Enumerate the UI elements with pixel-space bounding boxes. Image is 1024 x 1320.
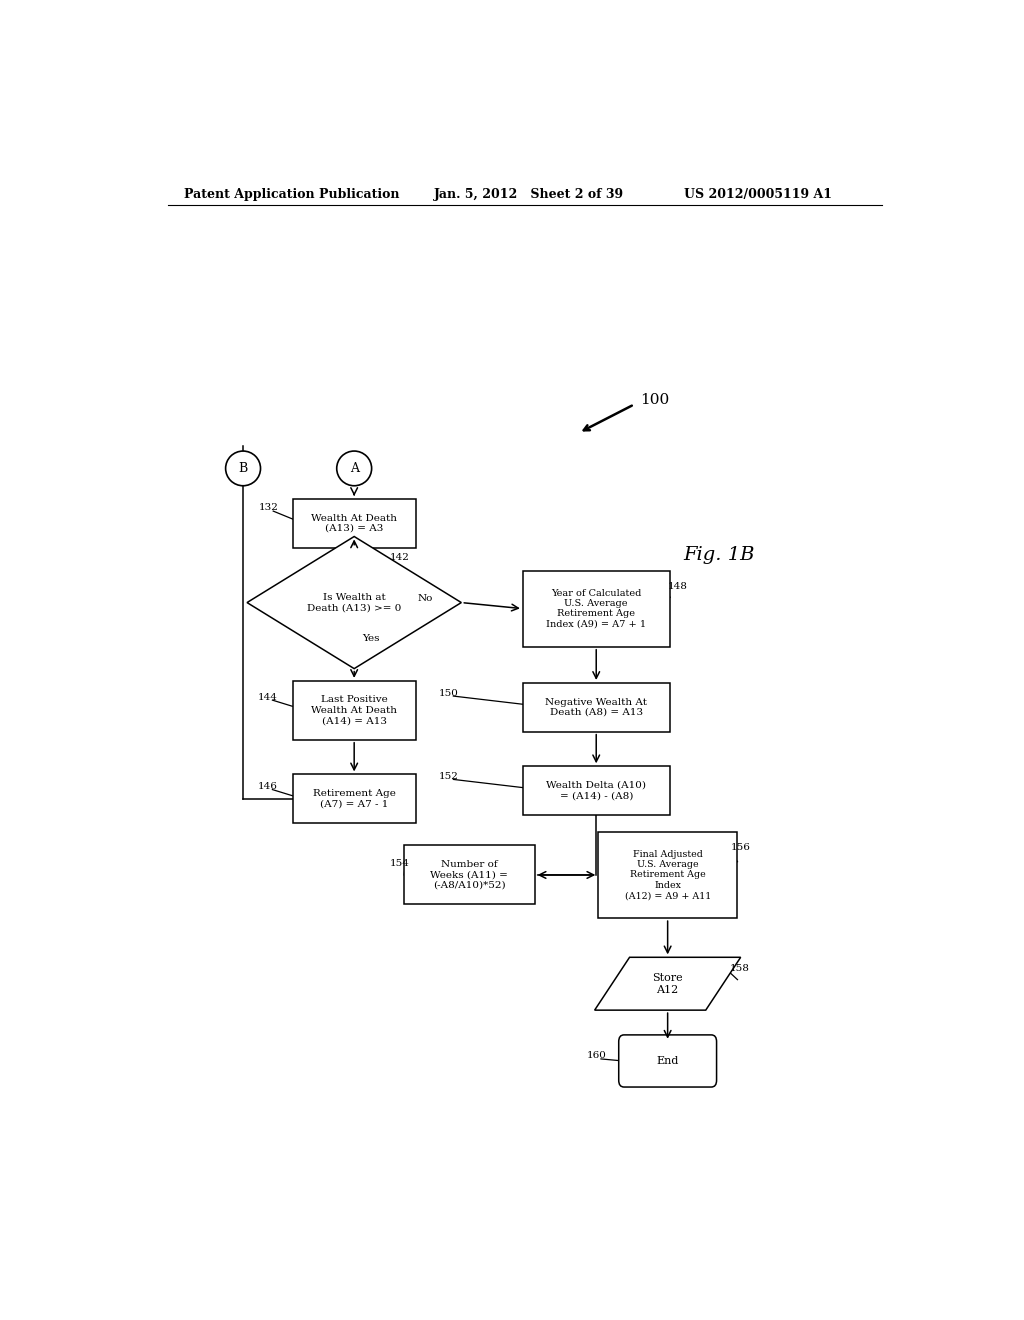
Text: US 2012/0005119 A1: US 2012/0005119 A1 xyxy=(684,189,831,202)
FancyBboxPatch shape xyxy=(523,682,670,731)
Text: Number of
Weeks (A11) =
(-A8/A10)*52): Number of Weeks (A11) = (-A8/A10)*52) xyxy=(430,861,508,890)
Text: Is Wealth at
Death (A13) >= 0: Is Wealth at Death (A13) >= 0 xyxy=(307,593,401,612)
Text: Wealth At Death
(A13) = A3: Wealth At Death (A13) = A3 xyxy=(311,513,397,533)
Text: 144: 144 xyxy=(257,693,278,702)
Text: 146: 146 xyxy=(257,781,278,791)
Polygon shape xyxy=(595,957,740,1010)
FancyBboxPatch shape xyxy=(523,570,670,647)
FancyBboxPatch shape xyxy=(293,681,416,739)
Text: Jan. 5, 2012   Sheet 2 of 39: Jan. 5, 2012 Sheet 2 of 39 xyxy=(433,189,624,202)
Text: 100: 100 xyxy=(640,393,669,408)
Polygon shape xyxy=(247,536,461,669)
FancyBboxPatch shape xyxy=(523,766,670,814)
Ellipse shape xyxy=(337,451,372,486)
Text: A: A xyxy=(349,462,358,475)
Text: B: B xyxy=(239,462,248,475)
Text: 158: 158 xyxy=(729,964,750,973)
Text: End: End xyxy=(656,1056,679,1067)
Text: Year of Calculated
U.S. Average
Retirement Age
Index (A9) = A7 + 1: Year of Calculated U.S. Average Retireme… xyxy=(546,589,646,628)
FancyBboxPatch shape xyxy=(403,846,535,904)
Text: 160: 160 xyxy=(587,1052,606,1060)
Text: Negative Wealth At
Death (A8) = A13: Negative Wealth At Death (A8) = A13 xyxy=(545,697,647,717)
FancyBboxPatch shape xyxy=(293,775,416,824)
Text: 132: 132 xyxy=(259,503,279,512)
FancyBboxPatch shape xyxy=(618,1035,717,1088)
Text: Final Adjusted
U.S. Average
Retirement Age
Index
(A12) = A9 + A11: Final Adjusted U.S. Average Retirement A… xyxy=(625,850,711,900)
Text: 150: 150 xyxy=(439,689,459,697)
Text: No: No xyxy=(418,594,433,603)
FancyBboxPatch shape xyxy=(293,499,416,548)
Text: 142: 142 xyxy=(390,553,410,562)
Text: Yes: Yes xyxy=(362,634,380,643)
Text: 156: 156 xyxy=(731,843,751,851)
Text: Wealth Delta (A10)
= (A14) - (A8): Wealth Delta (A10) = (A14) - (A8) xyxy=(546,781,646,800)
Text: Store
A12: Store A12 xyxy=(652,973,683,994)
Text: Retirement Age
(A7) = A7 - 1: Retirement Age (A7) = A7 - 1 xyxy=(312,789,395,808)
Text: Fig. 1B: Fig. 1B xyxy=(684,545,755,564)
Text: Patent Application Publication: Patent Application Publication xyxy=(183,189,399,202)
Text: 148: 148 xyxy=(668,582,687,591)
Text: Last Positive
Wealth At Death
(A14) = A13: Last Positive Wealth At Death (A14) = A1… xyxy=(311,696,397,725)
Text: 154: 154 xyxy=(390,859,410,869)
Ellipse shape xyxy=(225,451,260,486)
Text: 152: 152 xyxy=(439,772,459,781)
FancyBboxPatch shape xyxy=(598,832,737,919)
